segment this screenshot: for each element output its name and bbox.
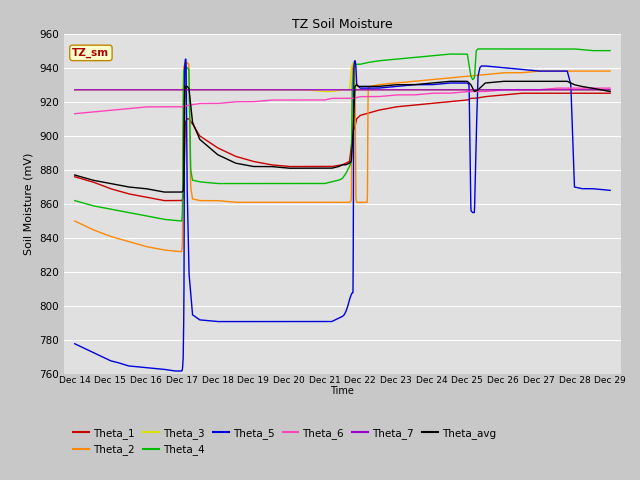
Theta_5 [591, 186, 599, 192]
Theta_3 [317, 88, 324, 94]
Theta_6 [331, 96, 339, 101]
Theta_avg [98, 179, 106, 185]
Line: Theta_5: Theta_5 [75, 59, 610, 371]
Theta_3 [349, 60, 357, 66]
Line: Theta_avg: Theta_avg [75, 81, 610, 192]
Line: Theta_4: Theta_4 [75, 49, 610, 221]
Theta_6 [317, 97, 324, 103]
Theta_4 [98, 204, 106, 210]
Theta_5 [171, 368, 179, 374]
Theta_7 [71, 87, 79, 93]
Theta_1 [98, 182, 106, 188]
Legend: Theta_1, Theta_2, Theta_3, Theta_4, Theta_5, Theta_6, Theta_7, Theta_avg: Theta_1, Theta_2, Theta_3, Theta_4, Thet… [69, 424, 500, 459]
Theta_2 [591, 68, 599, 74]
Theta_avg [332, 165, 339, 170]
Theta_avg [161, 189, 168, 195]
Theta_2 [71, 218, 79, 224]
Theta_1 [591, 90, 598, 96]
Theta_3 [591, 87, 598, 93]
Theta_3 [591, 87, 599, 93]
Theta_5 [98, 354, 106, 360]
Theta_3 [98, 87, 106, 93]
Y-axis label: Soil Moisture (mV): Soil Moisture (mV) [24, 153, 34, 255]
Theta_7 [606, 87, 614, 93]
Theta_2 [98, 230, 106, 236]
Line: Theta_2: Theta_2 [75, 62, 610, 252]
Theta_7 [492, 87, 500, 93]
Theta_3 [332, 88, 339, 94]
Theta_avg [493, 79, 500, 85]
Line: Theta_3: Theta_3 [75, 63, 610, 92]
Title: TZ Soil Moisture: TZ Soil Moisture [292, 18, 393, 31]
Theta_4 [591, 48, 599, 54]
Theta_6 [606, 85, 614, 91]
Text: TZ_sm: TZ_sm [72, 48, 109, 58]
Line: Theta_6: Theta_6 [75, 88, 610, 114]
Theta_5 [182, 56, 189, 62]
Theta_7 [591, 87, 598, 93]
Theta_3 [493, 87, 500, 93]
Theta_2 [493, 71, 500, 76]
Theta_5 [71, 341, 79, 347]
Theta_6 [591, 85, 598, 91]
Theta_3 [71, 87, 79, 93]
Theta_avg [606, 89, 614, 95]
Theta_avg [446, 78, 454, 84]
Theta_6 [71, 111, 79, 117]
Theta_7 [331, 87, 339, 93]
Theta_6 [553, 85, 561, 91]
Theta_4 [606, 48, 614, 54]
Theta_avg [591, 86, 598, 92]
Theta_6 [492, 87, 500, 93]
Theta_6 [591, 85, 598, 91]
Theta_5 [317, 319, 325, 324]
Theta_5 [606, 188, 614, 193]
Theta_2 [178, 249, 186, 254]
Theta_1 [517, 90, 525, 96]
Theta_2 [332, 199, 339, 205]
Theta_1 [606, 90, 614, 96]
Theta_6 [98, 108, 106, 114]
Theta_5 [493, 64, 500, 70]
Theta_2 [182, 60, 189, 65]
Theta_7 [98, 87, 106, 93]
Theta_avg [317, 165, 325, 171]
Theta_4 [332, 178, 339, 184]
X-axis label: Time: Time [330, 386, 355, 396]
Theta_1 [161, 198, 168, 204]
Theta_5 [591, 186, 598, 192]
Theta_4 [317, 180, 325, 186]
Theta_7 [591, 87, 598, 93]
Theta_2 [591, 68, 598, 74]
Theta_7 [317, 87, 324, 93]
Theta_4 [178, 218, 186, 224]
Theta_2 [606, 68, 614, 74]
Theta_1 [591, 90, 599, 96]
Theta_3 [606, 87, 614, 93]
Theta_4 [591, 48, 598, 54]
Theta_avg [71, 172, 79, 178]
Theta_5 [332, 317, 339, 323]
Line: Theta_1: Theta_1 [75, 93, 610, 201]
Theta_1 [332, 163, 339, 169]
Theta_4 [474, 46, 482, 52]
Theta_4 [493, 46, 500, 52]
Theta_3 [321, 89, 328, 95]
Theta_2 [317, 199, 325, 205]
Theta_4 [71, 198, 79, 204]
Theta_avg [591, 86, 599, 92]
Theta_1 [317, 164, 325, 169]
Theta_1 [493, 93, 500, 98]
Theta_1 [71, 174, 79, 180]
